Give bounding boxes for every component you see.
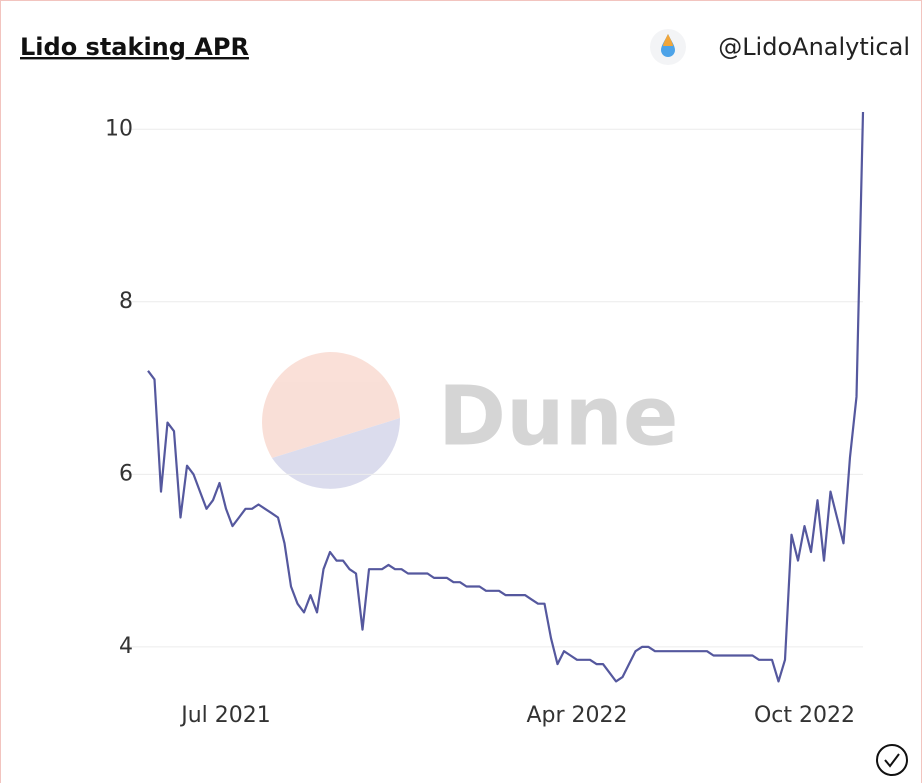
y-tick-label: 6 bbox=[119, 461, 133, 486]
y-tick-label: 8 bbox=[119, 289, 133, 314]
x-tick-label: Apr 2022 bbox=[526, 703, 627, 728]
check-mark bbox=[884, 753, 900, 768]
chart-title[interactable]: Lido staking APR bbox=[20, 33, 249, 61]
watermark-text: Dune bbox=[438, 369, 678, 464]
author-handle[interactable]: @LidoAnalytical bbox=[718, 33, 910, 61]
check-icon[interactable] bbox=[876, 744, 908, 776]
x-tick-label: Jul 2021 bbox=[179, 703, 271, 728]
lido-drop-top bbox=[663, 34, 673, 46]
watermark: Dune bbox=[262, 351, 678, 489]
watermark-logo-bottom bbox=[272, 418, 401, 489]
x-tick-label: Oct 2022 bbox=[754, 703, 855, 728]
watermark-logo-top bbox=[262, 351, 400, 458]
y-tick-label: 4 bbox=[119, 634, 133, 659]
y-tick-label: 10 bbox=[105, 116, 133, 141]
apr-line bbox=[147, 111, 865, 683]
